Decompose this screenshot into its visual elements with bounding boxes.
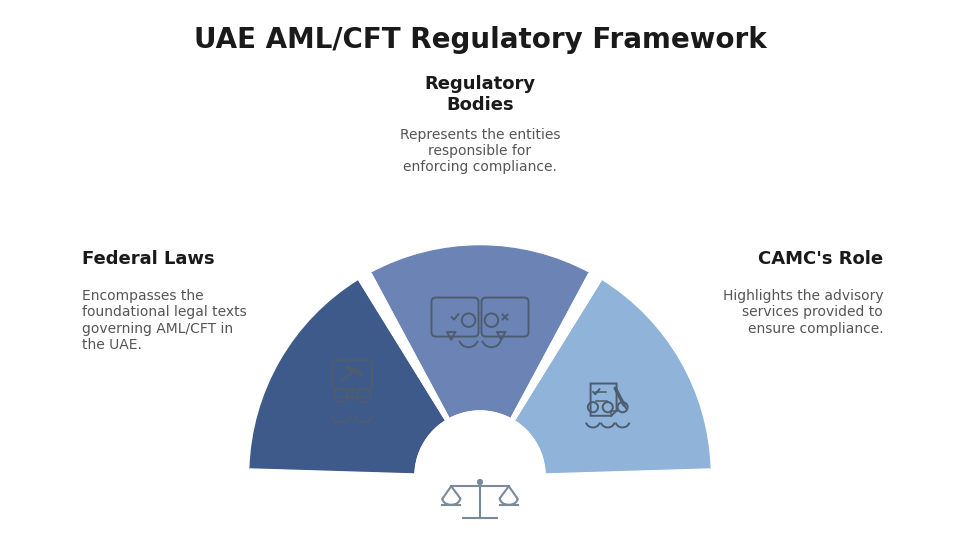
Text: Represents the entities
responsible for
enforcing compliance.: Represents the entities responsible for …	[399, 128, 561, 174]
Text: CAMC's Role: CAMC's Role	[758, 250, 883, 268]
Circle shape	[415, 411, 545, 541]
Wedge shape	[359, 274, 449, 421]
Wedge shape	[511, 274, 601, 421]
Text: Federal Laws: Federal Laws	[82, 250, 214, 268]
Text: Highlights the advisory
services provided to
ensure compliance.: Highlights the advisory services provide…	[723, 289, 883, 335]
Text: Regulatory
Bodies: Regulatory Bodies	[424, 75, 536, 114]
Wedge shape	[545, 469, 710, 483]
Wedge shape	[250, 469, 415, 483]
Wedge shape	[511, 274, 601, 421]
Text: Encompasses the
foundational legal texts
governing AML/CFT in
the UAE.: Encompasses the foundational legal texts…	[82, 289, 247, 352]
Circle shape	[478, 480, 482, 484]
Wedge shape	[372, 246, 588, 419]
Wedge shape	[359, 274, 449, 421]
Text: UAE AML/CFT Regulatory Framework: UAE AML/CFT Regulatory Framework	[194, 26, 766, 54]
Wedge shape	[515, 280, 709, 474]
Circle shape	[415, 411, 545, 541]
Wedge shape	[251, 280, 445, 474]
